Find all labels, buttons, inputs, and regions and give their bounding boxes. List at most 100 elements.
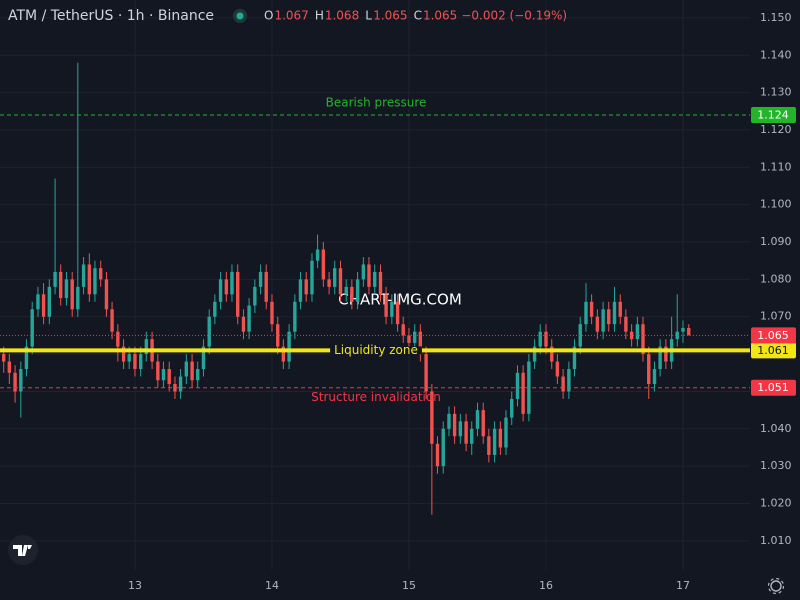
candle-body	[19, 369, 23, 392]
candle-body	[452, 413, 457, 437]
candle-body	[350, 286, 354, 302]
candle-body	[264, 271, 268, 302]
candle-body	[687, 327, 691, 336]
price-tag-label: 1.061	[757, 344, 789, 357]
y-tick-label: 1.070	[760, 310, 792, 323]
candle-body	[555, 361, 560, 377]
candle-body	[133, 354, 137, 370]
candle-body	[344, 286, 348, 295]
candle-body	[110, 309, 114, 332]
y-tick-label: 1.040	[760, 422, 792, 435]
candle-body	[384, 294, 388, 317]
grid	[0, 0, 750, 570]
ohlc-value: 1.065	[423, 9, 457, 23]
logo[interactable]	[8, 535, 38, 565]
x-tick-label: 17	[676, 579, 690, 592]
level-label: Liquidity zone	[334, 343, 418, 357]
y-tick-label: 1.110	[760, 160, 792, 173]
candle-body	[104, 279, 109, 310]
y-tick-label: 1.140	[760, 48, 792, 61]
candle-body	[298, 279, 303, 302]
candle-body	[207, 316, 211, 347]
candle-body	[7, 361, 12, 373]
candle-body	[681, 327, 685, 332]
price-tag	[751, 342, 796, 359]
candle-body	[390, 301, 394, 317]
candle-body	[612, 301, 617, 325]
y-tick-label: 1.080	[760, 272, 792, 285]
y-tick-label: 1.090	[760, 235, 792, 248]
candle-body	[116, 331, 120, 347]
candle-body	[36, 294, 40, 310]
candle-body	[315, 249, 320, 261]
candle-body	[304, 279, 308, 295]
x-tick-label: 14	[265, 579, 279, 592]
candle-body	[532, 346, 537, 362]
candle-body	[338, 268, 343, 295]
candle-body	[213, 301, 217, 317]
candle-body	[595, 316, 600, 332]
ohlc-key: C	[414, 9, 422, 23]
ohlc-key: O	[264, 9, 273, 23]
candle-body	[41, 294, 46, 317]
candle-body	[70, 279, 74, 310]
candle-body	[373, 271, 377, 287]
ohlc-value: 1.067	[274, 9, 308, 23]
y-tick-label: 1.030	[760, 459, 792, 472]
candle-body	[618, 301, 622, 317]
price-tag	[751, 107, 796, 124]
candle-body	[87, 264, 92, 295]
y-tick-label: 1.130	[760, 86, 792, 99]
candle-body	[139, 354, 143, 370]
candle-body	[167, 369, 171, 384]
price-tag	[751, 327, 796, 344]
time-axis	[0, 570, 800, 600]
candle-body	[367, 264, 371, 287]
candle-body	[395, 301, 400, 325]
candle-body	[504, 417, 508, 448]
candle-body	[241, 316, 246, 332]
candle-body	[281, 346, 286, 362]
candle-body	[498, 428, 503, 448]
candle-body	[492, 428, 497, 455]
change-value: −0.002 (−0.19%)	[461, 9, 567, 23]
candle-body	[99, 268, 103, 280]
candle-body	[276, 324, 280, 347]
candle-body	[635, 324, 640, 340]
logo-bg	[8, 535, 38, 565]
status-dot	[236, 12, 244, 20]
candle-body	[201, 346, 206, 370]
ohlc-value: 1.065	[373, 9, 407, 23]
candle-body	[190, 361, 194, 381]
candle-body	[156, 361, 160, 381]
candle-body	[378, 271, 383, 295]
price-tag-label: 1.051	[757, 381, 789, 394]
candle-body	[435, 443, 440, 467]
candle-body	[601, 309, 605, 332]
candle-body	[515, 372, 520, 399]
ohlc-value: 1.068	[325, 9, 359, 23]
gear	[770, 580, 782, 592]
y-tick-label: 1.100	[760, 198, 792, 211]
candle-body	[624, 316, 628, 332]
candle-body	[127, 354, 131, 362]
price-tag-label: 1.065	[757, 329, 789, 342]
candle-body	[173, 383, 177, 392]
candle-body	[561, 376, 565, 392]
gear-teeth	[767, 577, 785, 595]
candle-body	[13, 372, 17, 392]
level-label-bg	[330, 346, 422, 355]
header: ATM / TetherUS · 1h · Binance O 1.067 H 1.06…	[8, 8, 567, 24]
candle-body	[361, 264, 366, 280]
candle-body	[270, 301, 274, 325]
candle-body	[47, 286, 52, 317]
candle-body	[401, 324, 405, 336]
candle-body	[521, 372, 525, 414]
candle-body	[236, 271, 240, 317]
ohlc-key: H	[315, 9, 324, 23]
candle-body	[510, 398, 514, 418]
settings-button[interactable]	[767, 577, 785, 595]
candle-body	[53, 271, 57, 287]
candle-body	[144, 339, 149, 355]
